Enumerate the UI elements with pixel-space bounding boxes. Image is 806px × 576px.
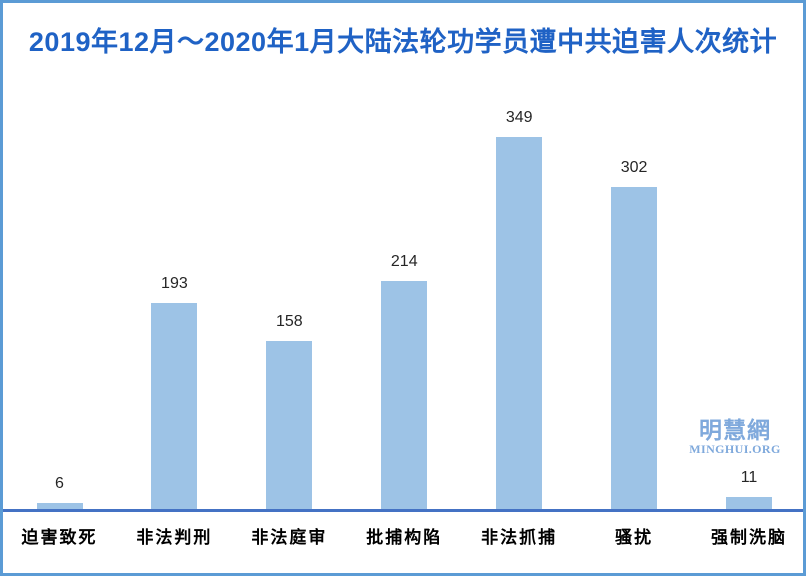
bar-value-label: 349: [505, 108, 533, 126]
category-label: 非法庭审: [251, 528, 328, 547]
bar-value-label: 158: [275, 312, 303, 330]
bar-value-label: 193: [161, 275, 188, 293]
category-label: 强制洗脑: [711, 528, 788, 547]
minghui-watermark: 明慧網 MINGHUI.ORG: [687, 417, 783, 457]
bar: [726, 497, 773, 509]
category-label: 批捕构陷: [366, 528, 443, 547]
bar-value-label: 302: [620, 159, 648, 177]
category-label: 迫害致死: [21, 528, 98, 547]
bar: [611, 187, 658, 509]
bar: [36, 502, 83, 509]
category-label: 非法抓捕: [481, 528, 558, 547]
category-label: 非法判刑: [136, 528, 213, 547]
bar: [381, 280, 428, 509]
chart-title: 2019年12月～2020年1月大陆法轮功学员遭中共迫害人次统计: [28, 27, 778, 57]
bar: [496, 136, 543, 509]
bar: [151, 303, 198, 509]
category-label: 骚扰: [615, 528, 654, 547]
bar-value-label: 11: [740, 469, 758, 487]
minghui-org-text: MINGHUI.ORG: [689, 442, 781, 457]
bar: [266, 340, 313, 509]
x-axis-line: [3, 509, 803, 512]
minghui-logo-text: 明慧網: [699, 417, 771, 443]
bar-value-label: 214: [390, 252, 418, 270]
bar-value-label: 6: [55, 474, 64, 492]
